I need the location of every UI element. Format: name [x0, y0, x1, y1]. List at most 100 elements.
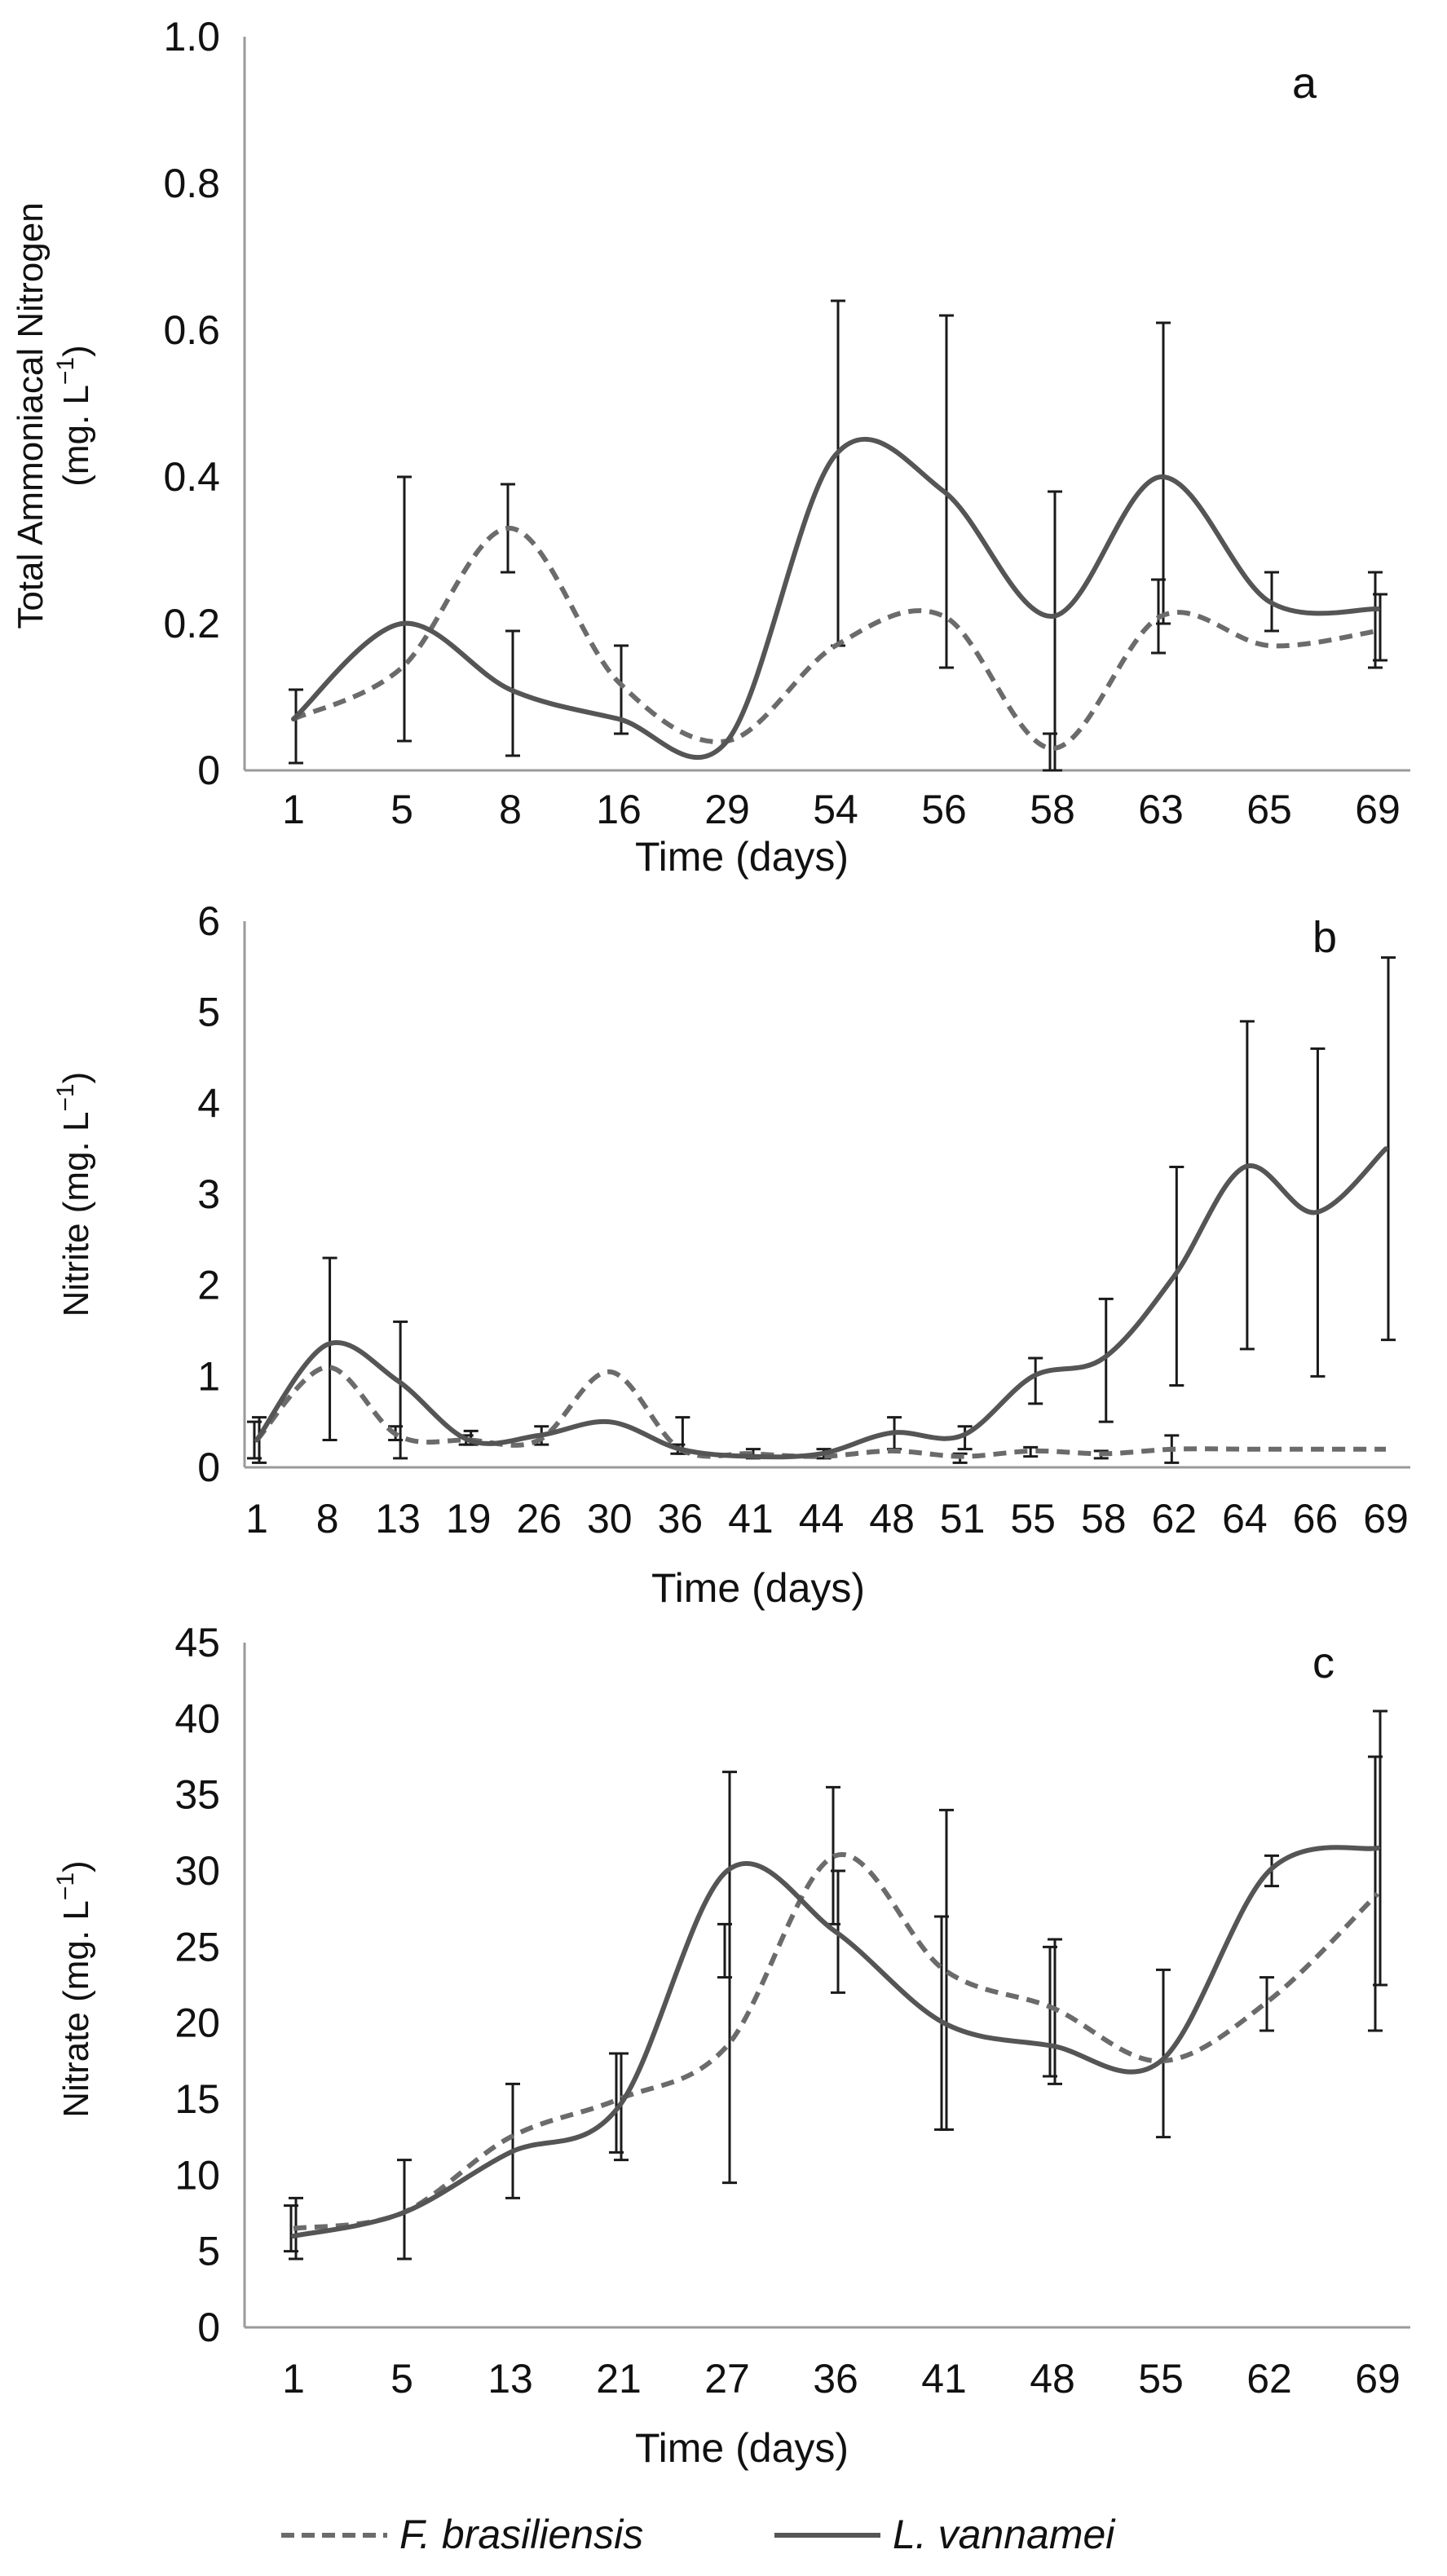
panel-b-error-bar-l-vannamei — [393, 1320, 408, 1460]
panel-b-error-bar-l-vannamei — [1028, 1356, 1043, 1405]
panel-b-x-tick-label: 51 — [940, 1496, 986, 1542]
panel-b-y-tick-label: 1 — [197, 1353, 220, 1399]
panel-b-x-tick-label: 8 — [316, 1496, 339, 1542]
panel-c-x-tick-label: 13 — [487, 2356, 533, 2402]
panel-b-letter: b — [1312, 913, 1337, 962]
panel-b-error-bar-l-vannamei — [1098, 1297, 1114, 1423]
panel-b-y-tick-label: 0 — [197, 1445, 220, 1490]
panel-a-x-tick-label: 63 — [1138, 787, 1184, 832]
panel-b-x-tick-label: 41 — [728, 1496, 774, 1542]
panel-a-error-bar-f-brasiliensis — [1368, 571, 1383, 669]
panel-c-x-tick-label: 62 — [1246, 2356, 1292, 2402]
panel-b-y-unit-exponent: −1 — [52, 1083, 79, 1111]
panel-b-error-bar-f-brasiliensis — [1023, 1445, 1039, 1458]
panel-a-x-tick-label: 65 — [1246, 787, 1292, 832]
panel-c-y-tick-label: 35 — [174, 1772, 220, 1818]
panel-a-y-tick-label: 0 — [197, 748, 220, 793]
panel-c-x-axis-title: Time (days) — [635, 2425, 849, 2471]
panel-c-letter: c — [1312, 1639, 1335, 1687]
panel-b-series-lines — [254, 1146, 1388, 1460]
panel-a-x-tick-label: 54 — [813, 787, 858, 832]
panel-c-y-tick-label: 45 — [174, 1620, 220, 1665]
panel-a-y-axis-title-line1: Total Ammoniacal Nitrogen — [11, 202, 51, 629]
panel-a-x-tick-label: 8 — [499, 787, 522, 832]
panel-b-x-tick-label: 62 — [1151, 1496, 1197, 1542]
panel-c-y-tick-label: 20 — [174, 2000, 220, 2046]
panel-b-y-tick-label: 5 — [197, 990, 220, 1035]
panel-a-y-tick-label: 0.4 — [163, 454, 220, 500]
panel-c-x-tick-label: 21 — [596, 2356, 642, 2402]
panel-c-y-tick-label: 10 — [174, 2152, 220, 2198]
panel-b-error-bars — [247, 956, 1396, 1464]
panel-b-error-bar-l-vannamei — [957, 1425, 973, 1451]
panel-b-x-tick-labels: 1 8 13 19 26 30 36 41 44 48 51 55 58 62 64 66 69 — [245, 1496, 1409, 1542]
panel-a-y-unit-exponent: −1 — [52, 357, 79, 385]
panel-c-x-tick-label: 27 — [704, 2356, 750, 2402]
panel-c-series-lines — [291, 1845, 1380, 2239]
panel-a-error-bar-l-vannamei — [831, 299, 845, 647]
panel-c-error-bar-l-vannamei — [939, 1808, 954, 2131]
panel-c-x-tick-label: 48 — [1030, 2356, 1075, 2402]
panel-c-error-bar-f-brasiliensis — [1260, 1976, 1274, 2032]
panel-c-x-tick-label: 69 — [1355, 2356, 1401, 2402]
panel-b-x-tick-label: 58 — [1081, 1496, 1127, 1542]
panel-a-error-bar-l-vannamei — [1048, 490, 1062, 772]
panel-b-x-tick-label: 64 — [1222, 1496, 1268, 1542]
panel-b-x-tick-label: 26 — [516, 1496, 562, 1542]
panel-a-x-tick-label: 16 — [596, 787, 642, 832]
panel-b-y-tick-label: 3 — [197, 1171, 220, 1217]
panel-b-x-tick-label: 36 — [658, 1496, 704, 1542]
panel-c-x-tick-label: 55 — [1138, 2356, 1184, 2402]
panel-b-y-tick-labels: 0 1 2 3 4 5 6 — [197, 898, 220, 1490]
panel-b-x-tick-label: 13 — [375, 1496, 421, 1542]
panel-c-x-tick-labels: 1 5 13 21 27 36 41 48 55 62 69 — [282, 2356, 1401, 2402]
panel-a-x-tick-label: 5 — [390, 787, 413, 832]
panel-b-y-tick-label: 4 — [197, 1080, 220, 1126]
panel-a-y-tick-label: 0.6 — [163, 307, 220, 353]
panel-b-line-f-brasiliensis — [254, 1365, 1386, 1459]
panel-a-y-unit-close: ) — [56, 345, 96, 357]
panel-c-error-bar-l-vannamei — [1156, 1968, 1171, 2139]
panel-a-error-bar-l-vannamei — [1156, 321, 1171, 625]
legend-label-l-vannamei: L. vannamei — [893, 2512, 1116, 2557]
panel-b-x-tick-label: 48 — [869, 1496, 915, 1542]
panel-b-y-axis-title: Nitrite (mg. L−1) — [52, 1072, 96, 1317]
panel-c-y-tick-label: 40 — [174, 1696, 220, 1741]
legend: F. brasiliensis L. vannamei — [281, 2512, 1116, 2557]
panel-a-y-axis-title-line2: (mg. L−1) — [52, 345, 96, 487]
panel-a-x-tick-label: 1 — [282, 787, 305, 832]
panel-c-error-bar-l-vannamei — [505, 2082, 520, 2199]
panel-a-x-tick-label: 29 — [704, 787, 750, 832]
panel-b-line-l-vannamei — [254, 1146, 1388, 1460]
panel-c-error-bars — [284, 1709, 1387, 2261]
panel-c-x-tick-label: 5 — [390, 2356, 413, 2402]
legend-label-f-brasiliensis: F. brasiliensis — [399, 2512, 643, 2557]
panel-a-total-ammoniacal-nitrogen-chart: 00.20.40.60.81.0 1 5 8 16 29 54 56 58 63 65 69 a T… — [11, 14, 1410, 880]
panel-b-x-tick-label: 19 — [446, 1496, 492, 1542]
panel-c-x-tick-label: 41 — [921, 2356, 967, 2402]
panel-b-y-tick-label: 2 — [197, 1263, 220, 1308]
panel-c-line-l-vannamei — [291, 1845, 1380, 2239]
panel-c-error-bar-l-vannamei — [1048, 1938, 1062, 2085]
panel-c-y-tick-label: 0 — [197, 2305, 220, 2350]
panel-b-error-bar-l-vannamei — [322, 1256, 337, 1441]
panel-a-x-tick-labels: 1 5 8 16 29 54 56 58 63 65 69 — [282, 787, 1401, 832]
panel-a-y-unit: (mg. L — [56, 385, 96, 487]
panel-a-y-tick-label: 1.0 — [163, 14, 220, 60]
panel-b-x-tick-label: 44 — [799, 1496, 845, 1542]
panel-a-letter: a — [1292, 59, 1317, 108]
panel-a-x-tick-label: 69 — [1355, 787, 1401, 832]
panel-c-y-unit: Nitrate (mg. L — [56, 1900, 96, 2118]
panel-a-x-axis-title: Time (days) — [635, 834, 849, 880]
panel-b-x-axis-title: Time (days) — [651, 1565, 865, 1611]
panel-b-x-tick-label: 55 — [1010, 1496, 1056, 1542]
panel-a-x-tick-label: 58 — [1030, 787, 1075, 832]
panel-a-error-bar-l-vannamei — [397, 475, 412, 743]
panel-a-error-bars — [289, 299, 1387, 772]
panel-a-y-tick-labels: 0 0.2 0.4 0.6 0.8 1.0 — [163, 14, 220, 793]
panel-c-y-tick-label: 5 — [197, 2229, 220, 2274]
panel-c-y-tick-label: 30 — [174, 1848, 220, 1894]
